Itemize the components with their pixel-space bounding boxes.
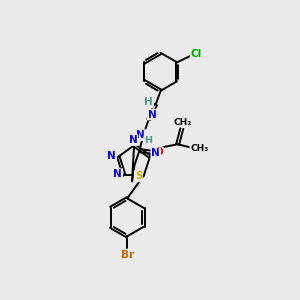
Text: H: H <box>144 97 153 107</box>
Text: Br: Br <box>121 250 134 260</box>
Text: N: N <box>148 110 157 119</box>
Text: N: N <box>113 169 122 179</box>
Text: S: S <box>135 171 142 181</box>
Text: Cl: Cl <box>191 49 202 58</box>
Text: CH₃: CH₃ <box>190 144 208 153</box>
Text: N: N <box>136 130 145 140</box>
Text: N: N <box>151 148 160 158</box>
Text: H: H <box>144 136 152 146</box>
Text: CH₂: CH₂ <box>173 118 192 127</box>
Text: O: O <box>154 147 163 158</box>
Text: N: N <box>129 135 137 145</box>
Text: N: N <box>107 151 116 160</box>
